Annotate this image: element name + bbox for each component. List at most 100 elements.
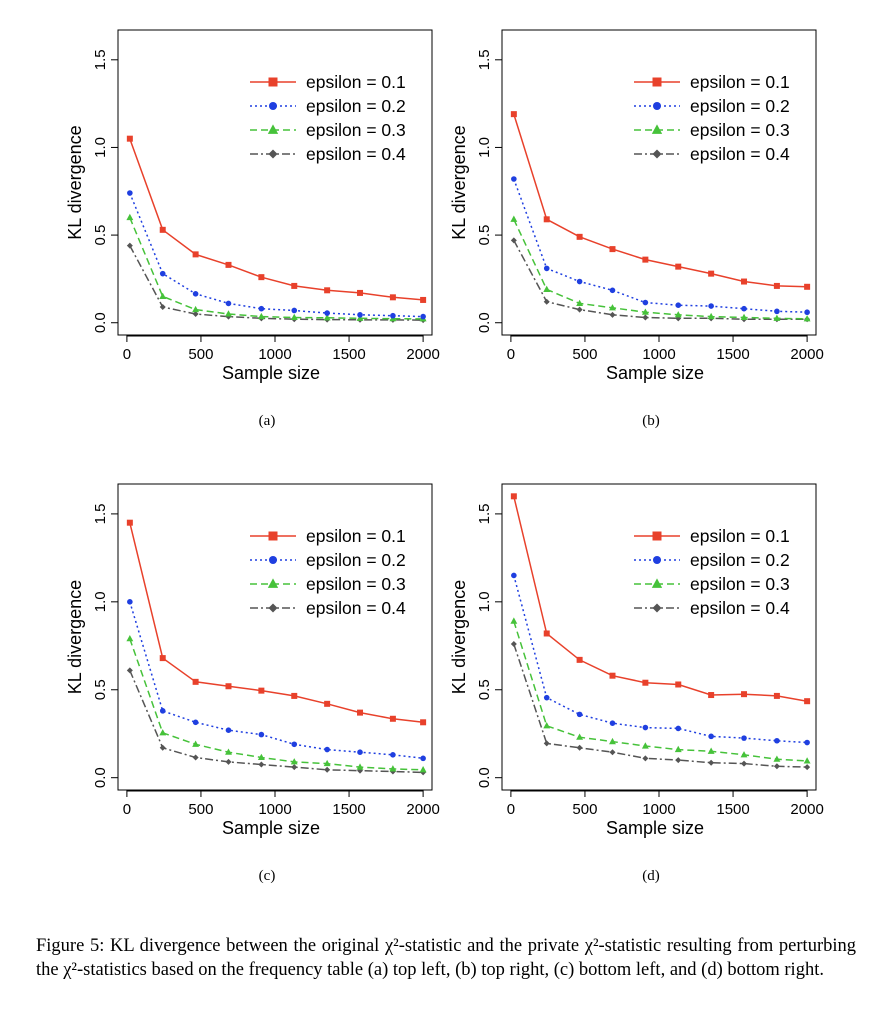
y-tick-label: 0.5 [476, 225, 493, 246]
data-point [357, 312, 363, 318]
data-point [324, 287, 331, 294]
data-point [576, 278, 583, 285]
data-point [773, 314, 781, 321]
data-point [127, 599, 133, 605]
data-point [323, 314, 331, 321]
x-tick-label: 1000 [642, 346, 675, 363]
data-point [225, 683, 232, 690]
legend-marker [268, 603, 278, 613]
series-line-eps-1 [129, 522, 424, 724]
data-point [740, 313, 748, 321]
data-point [576, 744, 583, 751]
y-tick-label: 1.5 [476, 503, 493, 524]
data-point [159, 303, 166, 310]
data-point [225, 758, 232, 765]
data-point [543, 265, 550, 272]
data-point [420, 719, 427, 726]
data-point [675, 757, 682, 764]
data-point [707, 747, 715, 754]
legend-marker [269, 102, 277, 110]
y-axis-label: KL divergence [449, 125, 469, 239]
data-point [290, 313, 298, 321]
y-tick-label: 1.5 [92, 49, 109, 70]
series-line-eps-3 [129, 217, 424, 320]
data-point [675, 263, 682, 270]
legend-label: epsilon = 0.1 [690, 72, 790, 92]
data-point [389, 715, 396, 722]
legend-label: epsilon = 0.2 [306, 96, 406, 116]
x-tick-label: 1500 [332, 346, 365, 363]
y-tick-label: 1.0 [476, 137, 493, 158]
x-axis-label: Sample size [222, 818, 320, 838]
legend-label: epsilon = 0.3 [306, 574, 406, 594]
data-point [642, 256, 649, 263]
data-point [356, 314, 364, 321]
data-point [675, 302, 682, 309]
y-tick-label: 0.0 [92, 312, 109, 333]
legend-label: epsilon = 0.3 [306, 120, 406, 140]
legend-marker [269, 556, 277, 564]
data-point [674, 745, 682, 753]
data-point [510, 493, 517, 500]
y-axis-label: KL divergence [449, 580, 469, 694]
y-tick-label: 1.0 [92, 591, 109, 612]
data-point [675, 681, 682, 688]
data-point [357, 289, 364, 296]
y-tick-label: 0.0 [92, 767, 109, 788]
data-point [126, 135, 133, 142]
data-point [773, 763, 780, 770]
data-point [357, 749, 363, 755]
data-point [225, 727, 232, 734]
data-point [291, 307, 298, 314]
data-point [609, 304, 616, 311]
data-point [642, 299, 649, 306]
data-point [576, 233, 583, 240]
legend: epsilon = 0.1 epsilon = 0.2 epsilon = 0.3 e… [250, 72, 406, 164]
data-point [642, 724, 649, 731]
x-tick-label: 500 [572, 346, 597, 363]
series-line-eps-4 [129, 670, 424, 774]
y-tick-label: 1.0 [476, 591, 493, 612]
y-tick-label: 1.5 [476, 49, 493, 70]
data-point [609, 672, 616, 679]
data-point [773, 282, 780, 289]
data-point [642, 314, 649, 321]
legend-marker [652, 603, 662, 613]
y-axis-label: KL divergence [65, 125, 85, 239]
legend-label: epsilon = 0.4 [306, 144, 406, 164]
series-line-eps-2 [513, 575, 808, 744]
data-point [225, 310, 232, 317]
data-point [609, 737, 616, 745]
x-axis-label: Sample size [606, 363, 704, 383]
data-point [543, 694, 550, 701]
legend-marker [268, 531, 278, 541]
data-point [708, 759, 715, 766]
chart-panel-1: 0 500 1000 1500 2000 0.0 0.5 1.0 1.5 Sample size K… [65, 29, 440, 383]
data-point [707, 312, 715, 320]
data-point [291, 764, 298, 771]
series-line-eps-1 [129, 138, 424, 301]
data-point [576, 733, 584, 740]
data-point [258, 687, 265, 694]
x-tick-label: 500 [188, 801, 213, 818]
data-point [192, 678, 199, 685]
data-point [420, 755, 426, 762]
data-point [357, 709, 364, 716]
x-tick-label: 0 [123, 801, 131, 818]
series-line-eps-1 [513, 113, 808, 288]
data-point [419, 766, 427, 773]
data-point [192, 305, 200, 313]
x-tick-label: 2000 [790, 801, 823, 818]
legend-label: epsilon = 0.2 [690, 96, 790, 116]
legend-label: epsilon = 0.4 [690, 598, 790, 618]
series-line-eps-2 [129, 601, 424, 760]
legend-marker [652, 531, 662, 541]
data-point [774, 308, 780, 315]
data-point [804, 698, 811, 705]
data-point [159, 744, 166, 751]
data-point [159, 226, 166, 233]
legend-marker [267, 124, 279, 134]
data-point [390, 752, 396, 758]
legend-label: epsilon = 0.3 [690, 574, 790, 594]
legend-marker [268, 149, 278, 159]
